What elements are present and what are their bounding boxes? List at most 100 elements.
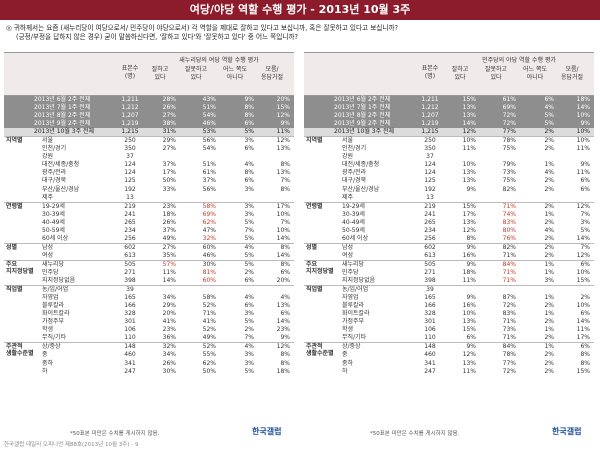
value-cell: 61% xyxy=(502,96,516,103)
sample-size: 234 xyxy=(424,226,436,234)
table-row: 대구/경북 125 50% 37% 6% 7% xyxy=(4,177,294,185)
sample-size: 192 xyxy=(424,185,436,193)
table-row: 블루칼라 166 16% 72% 2% 10% xyxy=(304,302,594,310)
sample-size-header: 표본수 (명) xyxy=(421,65,439,80)
table-row: 주요 지지정당별 새누리당 505 9% 84% 1% 6% xyxy=(304,259,594,275)
value-cell: 12% xyxy=(276,112,290,120)
row-label: 강원 xyxy=(42,153,54,161)
value-cell: 2% xyxy=(544,334,554,342)
row-label: 2013년 7월 1주 전체 xyxy=(334,104,391,112)
row-label: 60세 이상 xyxy=(42,234,69,242)
page-title: 여당/야당 역할 수행 평가 - 2013년 10월 3주 xyxy=(0,0,600,20)
value-cell: 6% xyxy=(244,120,254,128)
table-row: 주관적 생활수준별 상/중상 148 9% 84% 1% 6% xyxy=(304,342,594,357)
table-row: 주관적 생활수준별 상/중상 148 32% 52% 4% 12% xyxy=(4,342,294,357)
row-label: 인천/경기 xyxy=(342,145,367,153)
value-cell: 5% xyxy=(544,120,554,128)
sample-size: 124 xyxy=(124,161,136,169)
row-label: 가정주부 xyxy=(342,318,365,326)
row-label: 제주 xyxy=(42,193,54,201)
row-label: 제주 xyxy=(342,193,354,201)
value-cell: 11% xyxy=(576,326,590,334)
row-label: 광주/전라 xyxy=(342,169,367,177)
row-label: 화이트칼라 xyxy=(342,310,370,318)
value-cell: 54% xyxy=(202,112,216,120)
opposition-party-panel: 표본수 (명) 민주당의 야당 역할 수행 평가 잘하고 있다 잘못하고 있다 어느 쪽… xyxy=(304,52,594,376)
value-cell: 11% xyxy=(576,145,590,153)
value-cell: 13% xyxy=(462,218,476,226)
value-cell: 2% xyxy=(544,145,554,153)
value-cell: 15% xyxy=(276,104,290,112)
value-cell: 2% xyxy=(544,251,554,259)
sample-size: 301 xyxy=(424,318,436,326)
value-cell: 10% xyxy=(576,268,590,276)
value-cell: 9% xyxy=(466,260,476,268)
row-label: 대구/경북 xyxy=(42,177,67,185)
sample-size: 1,212 xyxy=(421,104,439,112)
value-cell: 8% xyxy=(280,185,290,193)
table-row: 30-39세 241 17% 74% 1% 7% xyxy=(304,211,594,219)
table-row: 가정주부 301 13% 71% 2% 14% xyxy=(304,318,594,326)
row-label: 2013년 8월 2주 전체 xyxy=(334,112,391,120)
sample-size: 1,211 xyxy=(421,96,439,103)
value-cell: 62% xyxy=(202,359,216,367)
value-cell: 79% xyxy=(502,161,516,169)
value-cell: 29% xyxy=(162,137,176,145)
value-cell: 6% xyxy=(544,96,554,103)
table-row: 연령별 19-29세 219 23% 58% 3% 17% xyxy=(4,201,294,211)
sample-size: 301 xyxy=(124,318,136,326)
table-row: 자영업 165 9% 87% 1% 2% xyxy=(304,294,594,302)
row-label: 60세 이상 xyxy=(342,234,369,242)
table-row: 2013년 6월 2주 전체 1,211 15% 61% 6% 18% xyxy=(304,96,594,105)
sample-size: 271 xyxy=(124,268,136,276)
row-label: 상/중상 xyxy=(42,343,61,351)
row-label: 농/임/어업 xyxy=(342,286,369,294)
value-cell: 7% xyxy=(244,226,254,234)
table-row: 50-59세 234 12% 80% 4% 5% xyxy=(304,227,594,235)
value-cell: 30% xyxy=(202,260,216,268)
value-cell: 6% xyxy=(280,268,290,276)
row-label: 남성 xyxy=(342,243,354,251)
value-cell: 49% xyxy=(202,334,216,342)
value-cell: 41% xyxy=(162,318,176,326)
column-header: 잘하고 있다 xyxy=(151,66,169,81)
sample-size: 148 xyxy=(424,343,436,351)
value-cell: 52% xyxy=(202,302,216,310)
value-cell: 14% xyxy=(462,120,476,128)
sample-size: 505 xyxy=(424,260,436,268)
sample-size: 125 xyxy=(124,177,136,185)
sample-size: 250 xyxy=(124,137,136,145)
value-cell: 75% xyxy=(502,177,516,185)
row-label: 대전/세종/충청 xyxy=(42,161,80,169)
sample-size: 460 xyxy=(424,351,436,359)
value-cell: 71% xyxy=(502,334,516,342)
row-label: 2013년 6월 2주 전체 xyxy=(34,96,91,103)
table-row: 화이트칼라 328 10% 83% 1% 6% xyxy=(304,310,594,318)
value-cell: 23% xyxy=(162,202,176,210)
row-label: 2013년 7월 1주 전체 xyxy=(34,104,91,112)
value-cell: 31% xyxy=(162,128,176,136)
row-label: 중 xyxy=(342,351,348,359)
value-cell: 14% xyxy=(276,318,290,326)
table-row: 학생 106 23% 52% 2% 23% xyxy=(4,326,294,334)
value-cell: 5% xyxy=(244,128,254,136)
sample-size: 1,211 xyxy=(121,96,139,103)
value-cell: 87% xyxy=(502,294,516,302)
column-header: 모름/ 응답거절 xyxy=(560,66,584,81)
value-cell: 10% xyxy=(276,226,290,234)
value-cell: 2% xyxy=(544,318,554,326)
value-cell: 17% xyxy=(276,202,290,210)
table-row: 강원 37 xyxy=(304,153,594,161)
row-label: 강원 xyxy=(342,153,354,161)
sample-size: 350 xyxy=(424,145,436,153)
table-row: 학생 106 15% 73% 1% 11% xyxy=(304,326,594,334)
value-cell: 47% xyxy=(202,226,216,234)
table-row: 블루칼라 166 29% 52% 6% 13% xyxy=(4,302,294,310)
sample-size: 265 xyxy=(124,218,136,226)
value-cell: 5% xyxy=(544,112,554,120)
row-label: 중하 xyxy=(342,359,354,367)
table-row: 제주 13 xyxy=(4,194,294,202)
value-cell: 8% xyxy=(280,260,290,268)
value-cell: 2% xyxy=(580,294,590,302)
value-cell: 8% xyxy=(280,161,290,169)
